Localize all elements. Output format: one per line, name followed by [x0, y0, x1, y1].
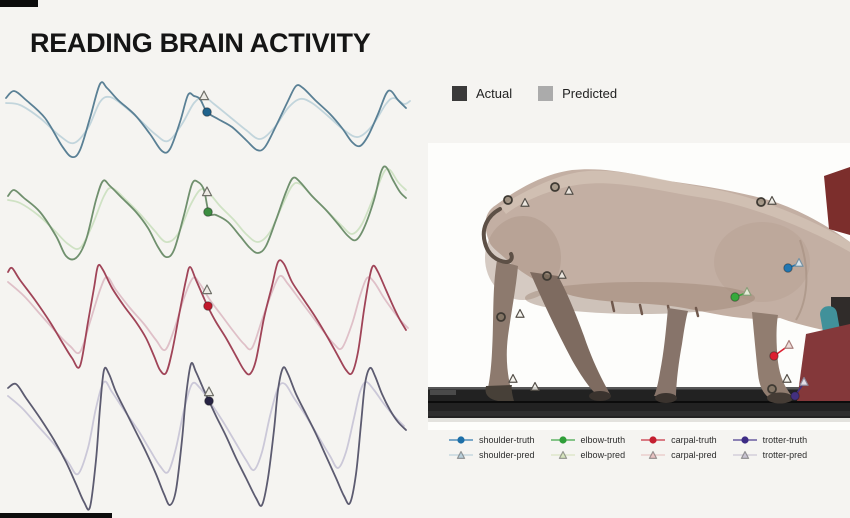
dot-line-icon: [732, 436, 757, 444]
pig-photo-panel: [428, 143, 850, 430]
pig-illustration: [481, 169, 850, 404]
legend-entry-label: trotter-truth: [762, 435, 808, 445]
wave-shoulder-predicted: [5, 95, 411, 145]
dot-line-icon: [449, 436, 473, 444]
dot-line-icon: [641, 436, 666, 444]
legend-entry-shoulder-pred: shoulder-pred: [448, 448, 535, 462]
pig-tail: [481, 207, 514, 265]
wave-marker-trotter: [203, 386, 215, 406]
actual-swatch: [452, 86, 467, 101]
actual-predicted-legend: Actual Predicted: [452, 86, 617, 101]
keypoint-circle: [767, 384, 777, 394]
keypoint-circle: [503, 195, 513, 205]
legend-entry-label: carpal-pred: [671, 450, 717, 460]
letterbox-bar-top-left: [0, 0, 38, 7]
actual-label: Actual: [476, 86, 513, 101]
legend-entry-trotter-pred: trotter-pred: [732, 448, 808, 462]
wave-elbow-actual: [7, 165, 407, 261]
wave-carpal-actual: [7, 259, 407, 376]
keypoint-triangle: [564, 185, 574, 195]
keypoint-elbow-truth: [730, 292, 747, 302]
legend-entry-carpal-pred: carpal-pred: [640, 448, 717, 462]
wave-trotter-actual: [7, 362, 407, 511]
triangle-line-icon: [641, 450, 666, 459]
legend-entry-shoulder-truth: shoulder-truth: [448, 433, 535, 447]
keypoint-triangle: [530, 381, 540, 391]
wave-trotter-predicted: [7, 380, 405, 476]
keypoint-circle: [542, 271, 552, 281]
keypoint-circle: [756, 197, 766, 207]
wave-marker-shoulder: [198, 90, 212, 117]
legend-entry-label: shoulder-truth: [479, 435, 535, 445]
keypoint-triangle: [520, 197, 530, 207]
joint-legend-carpal: carpal-truth carpal-pred: [640, 433, 717, 462]
keypoint-carpal-pred: [784, 339, 794, 349]
legend-entry-trotter-truth: trotter-truth: [732, 433, 808, 447]
predicted-swatch: [538, 86, 554, 101]
triangle-line-icon: [449, 450, 473, 459]
wave-carpal-predicted: [7, 274, 409, 355]
legend-item-predicted: Predicted: [538, 86, 617, 101]
keypoint-elbow-pred: [742, 286, 752, 296]
predicted-label: Predicted: [562, 86, 618, 101]
legend-entry-elbow-pred: elbow-pred: [550, 448, 626, 462]
legend-entry-carpal-truth: carpal-truth: [640, 433, 717, 447]
dot-line-icon: [550, 436, 575, 444]
triangle-line-icon: [732, 450, 757, 459]
legend-item-actual: Actual: [452, 86, 512, 101]
legend-entry-label: elbow-truth: [580, 435, 626, 445]
wave-shoulder-actual: [5, 81, 407, 159]
keypoint-triangle: [508, 373, 518, 383]
wave-marker-elbow: [201, 186, 213, 217]
keypoint-shoulder-pred: [794, 257, 804, 267]
joint-legend-elbow: elbow-truth elbow-pred: [550, 433, 626, 462]
pig-pose-overlay: [428, 167, 850, 422]
keypoint-triangle: [767, 195, 777, 205]
handler-leg: [797, 167, 850, 401]
keypoint-circle: [550, 182, 560, 192]
keypoint-triangle: [557, 269, 567, 279]
wave-marker-carpal: [201, 284, 213, 311]
keypoint-triangle: [782, 373, 792, 383]
legend-entry-label: shoulder-pred: [479, 450, 535, 460]
legend-entry-elbow-truth: elbow-truth: [550, 433, 626, 447]
legend-entry-label: elbow-pred: [580, 450, 626, 460]
pose-keypoints: [496, 182, 809, 401]
joint-legend: shoulder-truth shoulder-pred elbow-truth el…: [448, 433, 807, 462]
keypoint-triangle: [515, 308, 525, 318]
keypoint-trotter-truth: [790, 383, 804, 401]
joint-legend-trotter: trotter-truth trotter-pred: [732, 433, 808, 462]
letterbox-bar-bottom-left: [0, 513, 112, 518]
triangle-line-icon: [550, 450, 575, 459]
legend-entry-label: trotter-pred: [762, 450, 808, 460]
joint-legend-shoulder: shoulder-truth shoulder-pred: [448, 433, 535, 462]
keypoint-trotter-pred: [799, 376, 809, 386]
keypoint-circle: [496, 312, 506, 322]
legend-entry-label: carpal-truth: [671, 435, 717, 445]
page-title: READING BRAIN ACTIVITY: [30, 28, 371, 58]
